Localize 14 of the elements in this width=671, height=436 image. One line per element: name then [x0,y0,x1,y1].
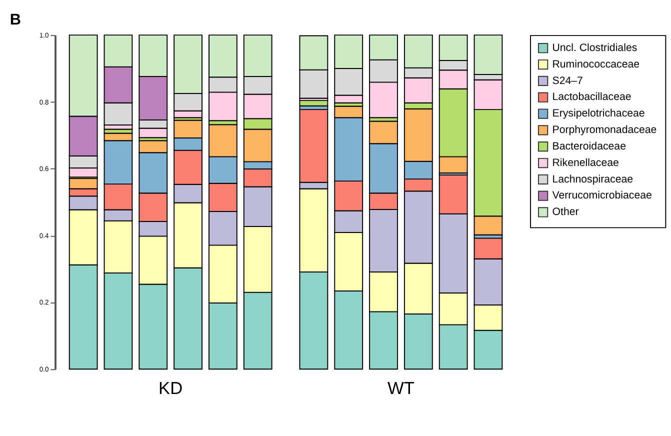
legend-label: Verrucomicrobiaceae [552,190,652,202]
legend-label: Erysipelotrichaceae [552,108,645,120]
text: KD [158,378,183,398]
legend-label: Uncl. Clostridiales [552,42,638,54]
legend-label: Other [552,206,580,218]
legend-label: Lactobacillaceae [552,91,632,104]
chart-title: B [10,11,22,28]
text: WT [387,378,415,398]
legend-label: Ruminococcaceae [552,58,640,70]
legend-label: Rikenellaceae [552,156,619,169]
legend-label: Bacteroidaceae [552,140,626,152]
legend-label: Lachnospiraceae [552,173,634,186]
legend-label: S24–7 [552,74,584,87]
legend-label: Porphyromonadaceae [552,124,657,136]
